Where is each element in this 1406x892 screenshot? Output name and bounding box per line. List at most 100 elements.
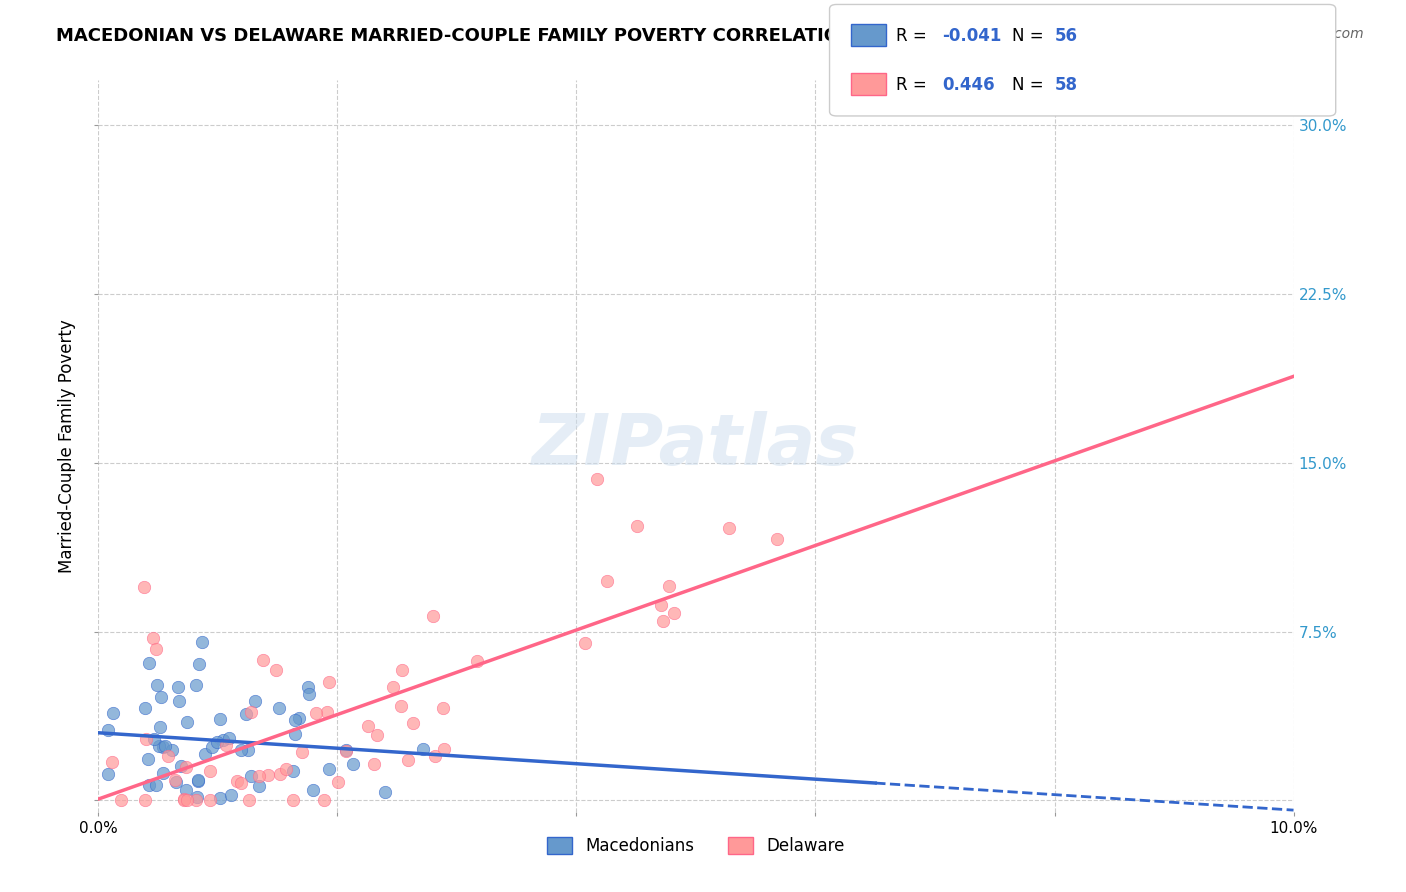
Macedonians (191, 634, 214, 648)
Delaware (247, 769, 270, 783)
Macedonians (186, 678, 208, 692)
Macedonians (170, 759, 193, 773)
Macedonians (153, 739, 176, 753)
Macedonians (138, 778, 160, 792)
Macedonians (167, 680, 190, 694)
Delaware (135, 732, 157, 747)
Macedonians (149, 720, 172, 734)
Delaware (156, 748, 179, 763)
Macedonians (240, 769, 263, 783)
Macedonians (165, 775, 187, 789)
Delaware (281, 793, 304, 807)
Text: R =: R = (896, 27, 932, 45)
Macedonians (219, 788, 242, 802)
Delaware (314, 793, 336, 807)
Delaware (318, 675, 340, 690)
Delaware (465, 654, 488, 668)
Macedonians (281, 764, 304, 778)
Delaware (276, 762, 298, 776)
Delaware (357, 719, 380, 733)
Delaware (184, 793, 207, 807)
Delaware (291, 745, 314, 759)
Macedonians (243, 694, 266, 708)
Text: 58: 58 (1054, 76, 1077, 94)
Macedonians (335, 743, 357, 757)
Macedonians (209, 712, 232, 726)
Macedonians (152, 765, 174, 780)
Delaware (363, 757, 385, 772)
Macedonians (284, 727, 307, 741)
Delaware (198, 793, 221, 807)
Macedonians (143, 731, 166, 746)
Delaware (173, 792, 195, 806)
Macedonians (169, 694, 191, 708)
Delaware (198, 764, 221, 779)
Text: MACEDONIAN VS DELAWARE MARRIED-COUPLE FAMILY POVERTY CORRELATION CHART: MACEDONIAN VS DELAWARE MARRIED-COUPLE FA… (56, 27, 928, 45)
Delaware (658, 579, 681, 593)
Macedonians (176, 782, 198, 797)
Legend: Macedonians, Delaware: Macedonians, Delaware (541, 830, 851, 862)
Macedonians (136, 752, 159, 766)
Delaware (586, 472, 609, 486)
Delaware (423, 748, 446, 763)
Delaware (142, 631, 165, 645)
Delaware (110, 793, 132, 807)
Macedonians (284, 713, 307, 727)
Macedonians (152, 739, 174, 754)
Macedonians (302, 783, 325, 797)
Delaware (366, 728, 388, 742)
Macedonians (205, 735, 228, 749)
Delaware (389, 699, 412, 714)
Macedonians (218, 731, 240, 745)
Macedonians (235, 706, 257, 721)
Delaware (231, 776, 253, 790)
Macedonians (288, 710, 311, 724)
Macedonians (201, 739, 224, 754)
Text: N =: N = (1012, 76, 1049, 94)
Delaware (651, 614, 673, 628)
Delaware (305, 706, 328, 721)
Delaware (257, 768, 280, 782)
Delaware (163, 772, 186, 787)
Delaware (238, 793, 260, 807)
Text: R =: R = (896, 76, 932, 94)
Delaware (574, 636, 596, 650)
Delaware (316, 705, 339, 719)
Macedonians (229, 742, 252, 756)
Delaware (650, 599, 672, 613)
Delaware (174, 760, 197, 774)
Macedonians (374, 785, 396, 799)
Macedonians (236, 743, 259, 757)
Delaware (432, 700, 454, 714)
Macedonians (160, 743, 183, 757)
Delaware (176, 793, 198, 807)
Y-axis label: Married-Couple Family Poverty: Married-Couple Family Poverty (58, 319, 76, 573)
Delaware (252, 653, 274, 667)
Macedonians (342, 756, 364, 771)
Delaware (717, 521, 740, 535)
Text: N =: N = (1012, 27, 1049, 45)
Macedonians (247, 779, 270, 793)
Delaware (335, 744, 357, 758)
Macedonians (187, 657, 209, 671)
Macedonians (150, 690, 173, 704)
Macedonians (145, 778, 167, 792)
Macedonians (186, 789, 208, 804)
Text: 56: 56 (1054, 27, 1077, 45)
Delaware (422, 608, 444, 623)
Delaware (326, 775, 349, 789)
Delaware (662, 606, 685, 620)
Macedonians (318, 762, 340, 776)
Delaware (145, 641, 167, 656)
Macedonians (148, 739, 170, 753)
Delaware (225, 773, 247, 788)
Text: 0.446: 0.446 (942, 76, 994, 94)
Delaware (596, 574, 619, 588)
Macedonians (134, 701, 156, 715)
Macedonians (138, 656, 160, 670)
Text: -0.041: -0.041 (942, 27, 1001, 45)
Macedonians (194, 747, 217, 761)
Macedonians (297, 680, 319, 694)
Delaware (766, 532, 789, 546)
Delaware (433, 742, 456, 756)
